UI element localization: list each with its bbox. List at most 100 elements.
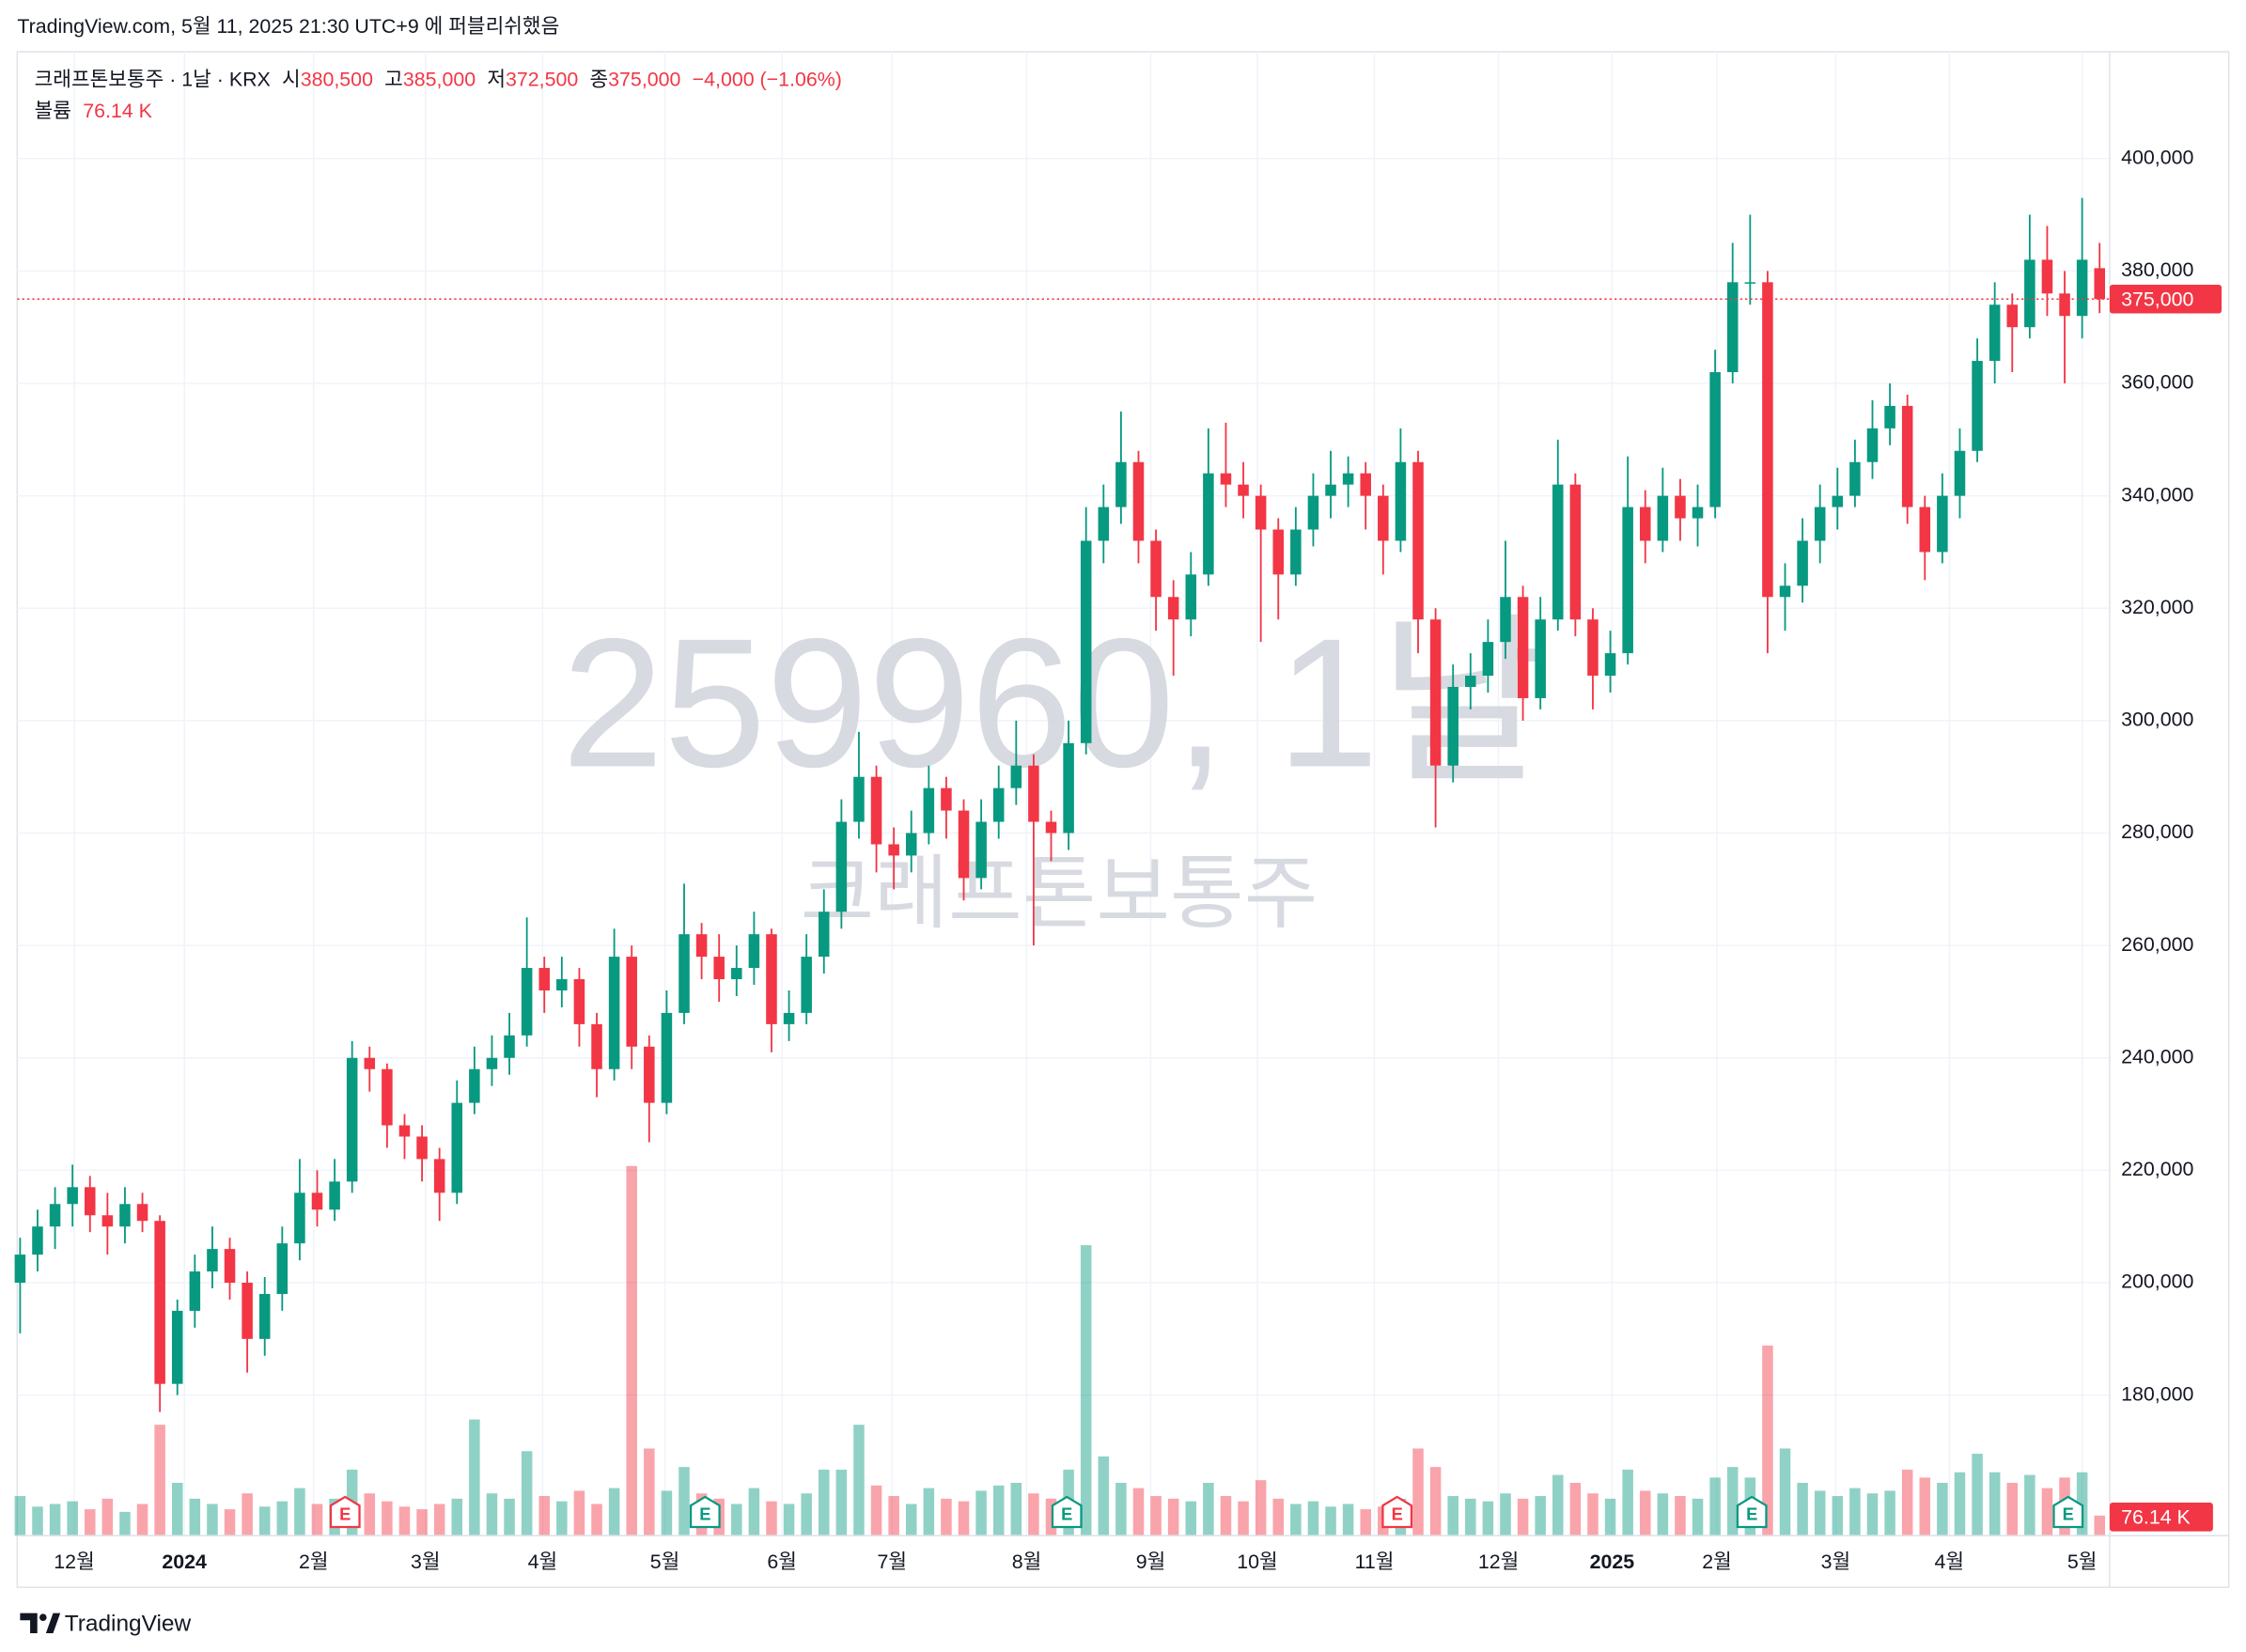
x-tick-label: 4월	[1935, 1551, 1965, 1573]
candle-body	[766, 934, 777, 1024]
candle-body	[748, 934, 760, 969]
candle-body	[905, 833, 917, 856]
candle-body	[661, 1012, 673, 1103]
brand-logo: TradingView	[20, 1611, 191, 1636]
candle-body	[451, 1102, 463, 1193]
volume-bar	[1272, 1498, 1285, 1536]
candle-body	[591, 1023, 602, 1069]
candle-body	[1797, 540, 1808, 586]
volume-bar	[678, 1467, 690, 1536]
candle-body	[538, 968, 551, 990]
x-tick-label: 12월	[54, 1551, 94, 1573]
x-tick-label: 2024	[162, 1551, 207, 1573]
candle-body	[1412, 461, 1424, 620]
volume-bar	[1185, 1501, 1197, 1536]
legend-key: 고	[384, 68, 403, 90]
candle-body	[1500, 597, 1511, 643]
candle-body	[2076, 259, 2088, 317]
candle-body	[329, 1181, 340, 1210]
candle-body	[1675, 495, 1686, 519]
x-tick-label: 2월	[299, 1551, 329, 1573]
x-tick-label: 4월	[528, 1551, 558, 1573]
candle-body	[2006, 304, 2019, 328]
earnings-label: E	[699, 1504, 710, 1524]
x-tick-label: 12월	[1478, 1551, 1519, 1573]
volume-bar	[1726, 1467, 1739, 1536]
earnings-marker	[1736, 1495, 1768, 1529]
volume-bar	[573, 1490, 585, 1536]
candle-body	[1587, 619, 1599, 677]
volume-bar	[923, 1488, 935, 1536]
candle-body	[294, 1192, 305, 1244]
volume-bar	[207, 1504, 218, 1536]
candle-body	[1972, 361, 1983, 451]
legend-change: −4,000 (−1.06%)	[693, 68, 842, 90]
volume-bar	[1098, 1456, 1110, 1536]
candle-body	[1989, 304, 2001, 362]
candles	[14, 197, 2105, 1412]
candle-body	[1238, 484, 1249, 496]
volume-bar	[1901, 1469, 1913, 1536]
volume-bar	[1307, 1501, 1319, 1536]
candle-body	[608, 957, 620, 1069]
x-tick-label: 3월	[411, 1551, 441, 1573]
candle-body	[1884, 405, 1895, 429]
legend-value: 375,000	[608, 68, 680, 90]
volume-bar	[433, 1504, 445, 1536]
y-tick-label: 400,000	[2121, 146, 2193, 168]
candle-body	[1185, 574, 1197, 620]
candle-body	[1901, 405, 1913, 507]
volume-bar	[2076, 1472, 2088, 1536]
volume-bar	[1115, 1482, 1127, 1536]
candle-body	[1937, 495, 1948, 553]
candle-body	[1866, 428, 1879, 462]
candle-body	[1849, 461, 1861, 496]
candle-body	[1779, 585, 1791, 598]
volume-bar	[1360, 1509, 1371, 1536]
candle-body	[224, 1249, 236, 1284]
candle-body	[1762, 282, 1773, 598]
candle-body	[819, 912, 830, 958]
volume-bar	[1255, 1480, 1267, 1536]
volume-bar	[1639, 1490, 1651, 1536]
candle-body	[556, 979, 568, 990]
earnings-label: E	[2063, 1504, 2074, 1524]
volume-bar	[294, 1488, 305, 1536]
volume-bar	[84, 1509, 96, 1536]
volume-legend: 볼륨 76.14 K	[35, 100, 153, 122]
candle-body	[1272, 529, 1285, 575]
candle-body	[1115, 461, 1127, 507]
candle-body	[1150, 540, 1162, 598]
volume-bar	[975, 1490, 987, 1536]
y-tick-label: 360,000	[2121, 371, 2193, 394]
candle-body	[783, 1012, 795, 1024]
volume-bar	[258, 1506, 271, 1536]
volume-bar	[504, 1498, 515, 1536]
y-tick-label: 320,000	[2121, 596, 2193, 618]
volume-bar	[1604, 1498, 1616, 1536]
volume-bar	[870, 1485, 882, 1536]
volume-bar	[1447, 1496, 1458, 1536]
legend: 크래프톤보통주 · 1날 · KRX 시380,500 고385,000 저372,5…	[35, 68, 842, 90]
volume-bar	[1622, 1469, 1633, 1536]
volume-bar	[416, 1509, 428, 1536]
volume-bar	[1989, 1472, 2001, 1536]
volume-bar	[486, 1493, 498, 1536]
candle-body	[1098, 507, 1110, 541]
candle-body	[2094, 268, 2105, 300]
candle-body	[258, 1293, 271, 1339]
volume-bar	[1797, 1482, 1808, 1536]
volume-bar	[1220, 1496, 1232, 1536]
candle-body	[958, 810, 970, 879]
candle-body	[136, 1204, 148, 1222]
candle-body	[1709, 372, 1721, 507]
candle-body	[1063, 742, 1074, 834]
candle-body	[1482, 642, 1494, 677]
candle-body	[1255, 495, 1267, 530]
x-tick-label: 5월	[650, 1551, 680, 1573]
y-tick-label: 340,000	[2121, 483, 2193, 506]
published-note: TradingView.com, 5월 11, 2025 21:30 UTC+9…	[17, 15, 559, 38]
volume-bar	[398, 1506, 411, 1536]
candle-body	[992, 787, 1005, 822]
volume-bar	[1954, 1472, 1966, 1536]
